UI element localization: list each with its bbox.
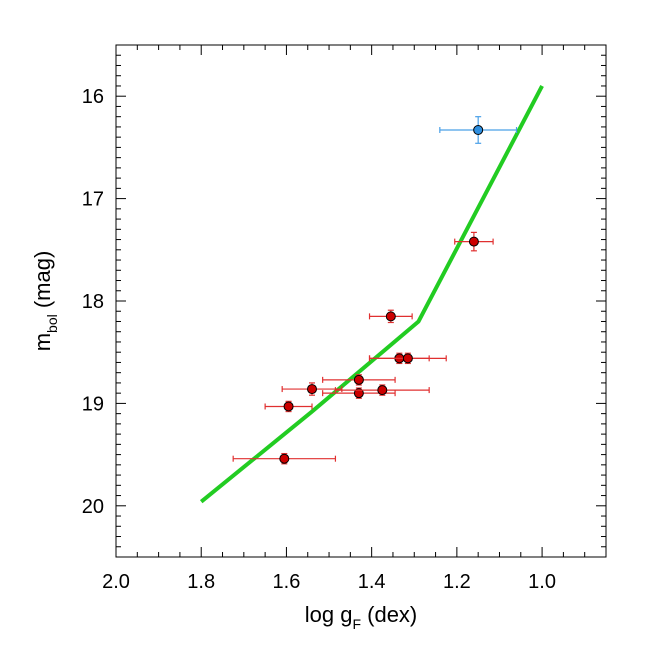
point-marker (353, 388, 364, 399)
data-point (264, 400, 313, 413)
x-tick-label: 1.8 (187, 571, 215, 593)
data-point (368, 309, 413, 324)
fit-line-layer (199, 85, 544, 504)
point-marker (279, 453, 290, 464)
data-point (368, 352, 447, 365)
x-axis-label-sub: F (352, 616, 361, 632)
plot-frame (115, 44, 607, 558)
x-tick-label: 1.0 (528, 571, 556, 593)
point-marker (473, 124, 484, 135)
data-point (454, 231, 494, 252)
fit-line (199, 85, 544, 504)
x-axis-label: log gF (dex) (305, 602, 418, 632)
point-marker (468, 236, 479, 247)
point-marker (283, 401, 294, 412)
data-point (281, 382, 343, 396)
y-axis-label-main: m (30, 333, 55, 351)
data-point (439, 116, 518, 144)
y-axis-label-sub: bol (44, 314, 60, 333)
y-tick-label: 19 (82, 393, 104, 415)
point-marker (377, 385, 388, 396)
x-axis-label-unit: (dex) (361, 602, 417, 627)
x-tick-label: 2.0 (102, 571, 130, 593)
point-marker (307, 384, 317, 395)
point-marker (385, 311, 396, 322)
y-tick-label: 18 (82, 291, 104, 313)
y-axis-label: mbol (mag) (30, 251, 60, 352)
x-tick-label: 1.6 (273, 571, 301, 593)
point-marker (402, 353, 413, 364)
y-tick-label: 16 (82, 86, 104, 108)
y-tick-label: 20 (82, 496, 104, 518)
data-point (232, 452, 337, 465)
data-point (322, 374, 396, 386)
x-axis-label-main: log g (305, 602, 353, 627)
data-point (334, 384, 430, 396)
data-point (322, 387, 396, 399)
point-marker (353, 374, 364, 385)
data-points-layer (232, 116, 518, 465)
y-axis-label-unit: (mag) (30, 251, 55, 315)
y-tick-label: 17 (82, 189, 104, 211)
x-tick-label: 1.4 (358, 571, 386, 593)
x-tick-label: 1.2 (443, 571, 471, 593)
ticks-layer: 2.0 1.8 1.6 1.4 1.2 1.0 16 17 18 19 20 (82, 45, 607, 593)
